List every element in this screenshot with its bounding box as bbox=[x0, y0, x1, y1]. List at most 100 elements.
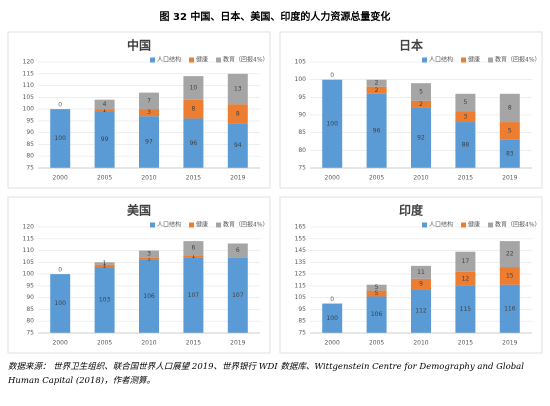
data-label: 106 bbox=[371, 311, 383, 318]
y-tick-label: 115 bbox=[23, 235, 35, 242]
data-label: 1 bbox=[147, 255, 151, 262]
data-label: 8 bbox=[508, 104, 512, 111]
bar-segment bbox=[411, 83, 431, 101]
bar-segment bbox=[139, 116, 159, 168]
y-tick-label: 100 bbox=[23, 271, 35, 278]
x-tick-label: 2010 bbox=[413, 175, 428, 182]
chart-title: 中国 bbox=[127, 38, 151, 53]
bar-segment bbox=[499, 284, 520, 333]
x-tick-label: 2019 bbox=[230, 175, 245, 182]
data-label: 103 bbox=[99, 297, 111, 304]
source-note: 数据来源： 世界卫生组织、联合国世界人口展望 2019、世界银行 WDI 数据库… bbox=[8, 362, 524, 386]
legend-label: 人口结构 bbox=[157, 56, 181, 64]
y-tick-label: 95 bbox=[26, 117, 34, 124]
legend-label: 教育（回报4%） bbox=[495, 221, 541, 229]
legend-swatch bbox=[488, 57, 494, 63]
x-tick-label: 2015 bbox=[186, 175, 201, 182]
bar-segment bbox=[499, 241, 520, 268]
bar-segment bbox=[455, 285, 476, 333]
bar-segment bbox=[94, 111, 115, 168]
y-tick-label: 115 bbox=[23, 70, 35, 77]
bar-segment bbox=[366, 79, 387, 87]
bar-segment bbox=[227, 243, 248, 258]
data-label: 99 bbox=[101, 136, 109, 143]
y-tick-label: 85 bbox=[298, 318, 306, 325]
bar-segment bbox=[183, 257, 204, 333]
y-tick-label: 105 bbox=[23, 94, 35, 101]
data-label: 12 bbox=[462, 275, 470, 282]
data-label: 5 bbox=[419, 89, 423, 96]
data-label: 100 bbox=[326, 315, 338, 322]
data-label: 3 bbox=[147, 251, 151, 258]
data-label: 8 bbox=[191, 106, 195, 113]
bar-segment bbox=[94, 264, 115, 268]
legend-swatch bbox=[189, 222, 195, 228]
data-label: 100 bbox=[54, 300, 66, 307]
bar-segment bbox=[183, 118, 204, 168]
y-tick-label: 75 bbox=[26, 165, 34, 172]
x-tick-label: 2019 bbox=[502, 340, 517, 347]
bar-segment bbox=[50, 109, 71, 168]
y-tick-label: 105 bbox=[295, 59, 307, 66]
bar-segment bbox=[227, 104, 248, 124]
bar-segment bbox=[227, 257, 248, 333]
data-label: 0 bbox=[330, 72, 334, 79]
y-tick-label: 135 bbox=[295, 259, 307, 266]
bar-segment bbox=[499, 267, 520, 285]
data-label: 3 bbox=[463, 113, 467, 120]
x-tick-label: 2000 bbox=[325, 175, 340, 182]
data-label: 5 bbox=[375, 290, 379, 297]
data-label: 96 bbox=[190, 140, 198, 147]
legend-label: 健康 bbox=[196, 56, 208, 64]
legend-label: 健康 bbox=[196, 221, 208, 229]
legend-swatch bbox=[150, 57, 155, 63]
y-tick-label: 80 bbox=[26, 153, 34, 160]
bar-segment bbox=[499, 93, 520, 123]
legend-swatch bbox=[422, 57, 427, 63]
y-tick-label: 105 bbox=[23, 259, 35, 266]
x-tick-label: 2005 bbox=[97, 340, 112, 347]
bar-segment bbox=[139, 109, 159, 117]
x-tick-label: 2010 bbox=[141, 340, 156, 347]
data-label: 15 bbox=[506, 272, 514, 279]
data-label: 5 bbox=[508, 127, 512, 134]
x-tick-label: 2019 bbox=[502, 175, 517, 182]
y-tick-label: 95 bbox=[298, 306, 306, 313]
bar-segment bbox=[227, 73, 248, 105]
x-tick-label: 2010 bbox=[141, 175, 156, 182]
bar-segment bbox=[227, 123, 248, 168]
y-tick-label: 90 bbox=[298, 112, 306, 119]
y-tick-label: 100 bbox=[295, 76, 307, 83]
data-label: 116 bbox=[504, 305, 516, 312]
data-label: 1 bbox=[103, 107, 107, 114]
y-tick-label: 85 bbox=[26, 141, 34, 148]
bar-segment bbox=[366, 296, 387, 333]
bar-segment bbox=[455, 111, 476, 123]
data-label: 2 bbox=[419, 101, 423, 108]
y-tick-label: 95 bbox=[298, 94, 306, 101]
bar-segment bbox=[322, 79, 343, 168]
bar-segment bbox=[50, 274, 71, 333]
bar-segment bbox=[366, 93, 387, 168]
bar-segment bbox=[499, 139, 520, 168]
bar-segment bbox=[366, 290, 387, 297]
legend-swatch bbox=[216, 222, 222, 228]
y-tick-label: 75 bbox=[298, 165, 306, 172]
bar-segment bbox=[139, 250, 159, 258]
x-tick-label: 2005 bbox=[97, 175, 112, 182]
data-label: 94 bbox=[234, 142, 242, 149]
data-label: 107 bbox=[188, 292, 200, 299]
bar-segment bbox=[411, 289, 431, 333]
data-label: 7 bbox=[147, 97, 151, 104]
bar-segment bbox=[183, 76, 204, 100]
data-label: 0 bbox=[58, 267, 62, 274]
data-label: 96 bbox=[373, 127, 381, 134]
bar-segment bbox=[94, 262, 115, 265]
bar-segment bbox=[94, 99, 115, 110]
legend-swatch bbox=[422, 222, 427, 228]
y-tick-label: 100 bbox=[23, 106, 35, 113]
y-tick-label: 75 bbox=[298, 330, 306, 337]
bar-segment bbox=[411, 265, 431, 279]
bar-segment bbox=[183, 241, 204, 256]
